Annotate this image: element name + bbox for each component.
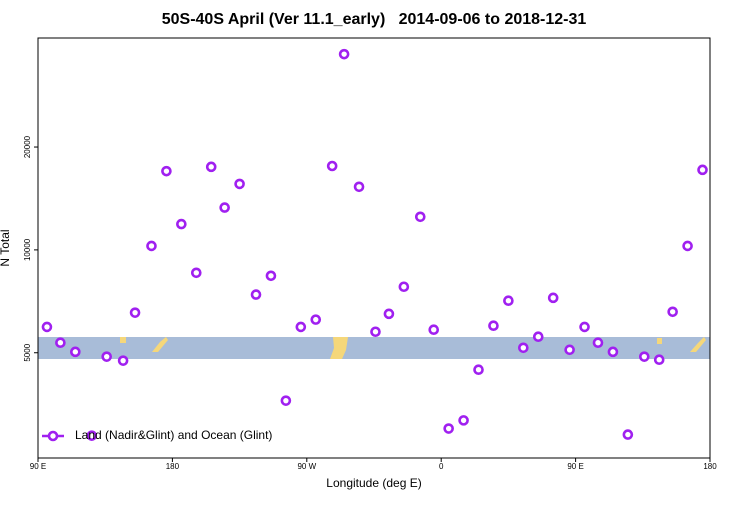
land-patch: [120, 337, 126, 343]
point: [146, 240, 157, 252]
point: [370, 326, 381, 338]
point: [117, 355, 129, 366]
y-tick-label: 5000: [23, 343, 32, 361]
ocean-band: [38, 337, 710, 359]
x-tick-label: 90 E: [30, 462, 46, 471]
point: [564, 344, 575, 356]
point: [503, 295, 514, 307]
legend-marker: [47, 430, 59, 442]
point: [579, 321, 590, 333]
y-tick-label: 10000: [23, 238, 32, 261]
point: [161, 165, 172, 177]
point: [653, 354, 665, 366]
point: [250, 289, 262, 300]
point: [265, 270, 277, 282]
point: [383, 308, 395, 320]
x-axis-label: Longitude (deg E): [326, 476, 421, 490]
point: [353, 181, 365, 193]
point: [473, 364, 484, 376]
point: [86, 430, 98, 441]
y-axis-label: N Total: [0, 229, 12, 266]
point: [55, 337, 66, 349]
point: [443, 423, 454, 434]
point: [428, 324, 440, 336]
point: [458, 415, 469, 426]
y-tick-label: 20000: [23, 135, 32, 158]
point: [414, 211, 426, 223]
point: [638, 351, 650, 362]
map-band: [38, 337, 710, 359]
point: [338, 48, 350, 60]
point: [280, 395, 292, 406]
point: [607, 346, 619, 358]
land-patch: [690, 337, 706, 352]
point: [592, 337, 604, 349]
point: [295, 321, 307, 333]
point: [697, 164, 708, 176]
land-patch: [657, 338, 662, 344]
point: [190, 267, 202, 279]
point: [667, 306, 678, 318]
point: [205, 161, 217, 173]
x-tick-label: 90 E: [567, 462, 583, 471]
point: [488, 320, 499, 331]
point: [547, 292, 559, 304]
x-tick-label: 90 W: [297, 462, 316, 471]
x-tick-label: 180: [166, 462, 180, 471]
land-patch: [152, 337, 168, 352]
point: [41, 321, 53, 333]
point: [326, 160, 338, 172]
point: [518, 342, 529, 354]
point: [310, 314, 322, 325]
point: [622, 429, 634, 440]
point: [219, 202, 230, 213]
point: [234, 178, 245, 190]
plot-frame: [37, 37, 711, 459]
point: [176, 218, 187, 230]
point: [682, 240, 693, 252]
point: [398, 281, 410, 293]
x-tick-label: 0: [439, 462, 444, 471]
point: [101, 351, 112, 362]
legend-label: Land (Nadir&Glint) and Ocean (Glint): [75, 428, 272, 442]
land-patch: [330, 337, 348, 359]
x-tick-label: 180: [703, 462, 717, 471]
point: [70, 346, 81, 358]
point: [532, 331, 544, 343]
chart-title: 50S-40S April (Ver 11.1_early) 2014-09-0…: [162, 11, 587, 28]
point: [129, 307, 141, 318]
